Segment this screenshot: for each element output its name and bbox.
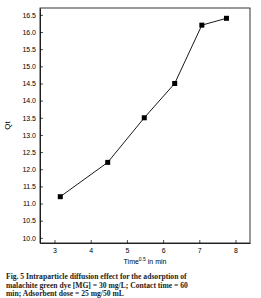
y-axis-title: Qt	[3, 121, 12, 130]
plot-area	[58, 16, 229, 199]
y-tick: 15.5	[22, 46, 43, 53]
data-point	[142, 115, 147, 120]
y-tick-mark	[40, 186, 43, 187]
x-tick-mark	[54, 240, 55, 243]
y-tick-mark	[40, 152, 43, 153]
chart: 3 4 5 6 7 8 10.0 10.5 11.0 11.5 12.0 12.5 13.0 13.5 14…	[0, 0, 261, 298]
y-tick-label: 16.5	[22, 12, 36, 19]
x-tick: 4	[89, 240, 93, 254]
x-tick-label: 8	[234, 247, 238, 254]
y-tick-label: 11.5	[23, 183, 36, 190]
data-point	[58, 194, 63, 199]
data-point	[105, 160, 110, 165]
x-tick: 5	[125, 240, 129, 254]
y-tick-label: 16.0	[22, 29, 36, 36]
y-tick: 13.0	[22, 132, 43, 139]
y-tick: 12.5	[22, 149, 43, 156]
y-tick-mark	[40, 83, 43, 84]
y-tick-label: 13.0	[22, 132, 36, 139]
data-point	[172, 81, 177, 86]
y-tick: 14.0	[22, 97, 43, 104]
data-line	[60, 18, 226, 196]
y-tick-label: 13.5	[22, 115, 36, 122]
y-tick: 11.0	[23, 200, 43, 207]
y-tick: 11.5	[23, 183, 43, 190]
y-tick-label: 11.0	[23, 200, 36, 207]
x-axis-title: Time0.5 in min	[124, 256, 167, 265]
y-tick-mark	[40, 66, 43, 67]
y-tick: 16.5	[22, 12, 43, 19]
x-tick-label: 7	[198, 247, 202, 254]
y-tick: 10.5	[22, 217, 43, 224]
y-tick-mark	[40, 204, 43, 205]
data-point	[224, 16, 229, 21]
y-tick: 16.0	[22, 29, 43, 36]
x-axis-line	[41, 243, 251, 244]
x-tick-label: 5	[125, 247, 129, 254]
y-tick-label: 14.5	[22, 80, 36, 87]
x-tick-mark	[236, 240, 237, 243]
y-tick-mark	[40, 118, 43, 119]
y-tick-label: 15.0	[22, 63, 36, 70]
y-axis-line	[40, 9, 41, 244]
x-tick: 3	[53, 240, 57, 254]
y-tick-mark	[40, 169, 43, 170]
x-tick-mark	[199, 240, 200, 243]
x-tick-label: 3	[53, 247, 57, 254]
y-tick: 10.0	[22, 235, 43, 242]
x-tick-label: 4	[89, 247, 93, 254]
data-point	[199, 23, 204, 28]
y-axis: 10.0 10.5 11.0 11.5 12.0 12.5 13.0 13.5 14.0 14.5…	[22, 9, 43, 244]
x-tick-mark	[163, 240, 164, 243]
plot-frame	[40, 8, 250, 243]
y-tick: 15.0	[22, 63, 43, 70]
y-tick-mark	[40, 238, 43, 239]
y-tick-mark	[40, 135, 43, 136]
y-tick-mark	[40, 32, 43, 33]
y-tick-label: 12.5	[22, 149, 36, 156]
y-tick-mark	[40, 101, 43, 102]
y-tick: 12.0	[22, 166, 43, 173]
y-tick-label: 10.0	[22, 235, 36, 242]
x-axis: 3 4 5 6 7 8	[41, 240, 251, 254]
y-tick-label: 14.0	[22, 97, 36, 104]
y-tick-mark	[40, 15, 43, 16]
x-tick-mark	[127, 240, 128, 243]
y-tick-mark	[40, 49, 43, 50]
x-tick: 6	[162, 240, 166, 254]
y-tick-mark	[40, 221, 43, 222]
x-tick-mark	[91, 240, 92, 243]
y-tick-label: 12.0	[22, 166, 36, 173]
caption: Fig. 5 Intraparticle diffusion effect fo…	[6, 272, 188, 298]
y-tick: 13.5	[22, 115, 43, 122]
y-tick-label: 10.5	[22, 217, 36, 224]
y-tick-label: 15.5	[22, 46, 36, 53]
x-tick: 7	[198, 240, 202, 254]
caption-line: min; Adsorbent dose = 25 mg/50 mL	[6, 289, 124, 298]
x-tick-label: 6	[162, 247, 166, 254]
x-tick: 8	[234, 240, 238, 254]
y-tick: 14.5	[22, 80, 43, 87]
